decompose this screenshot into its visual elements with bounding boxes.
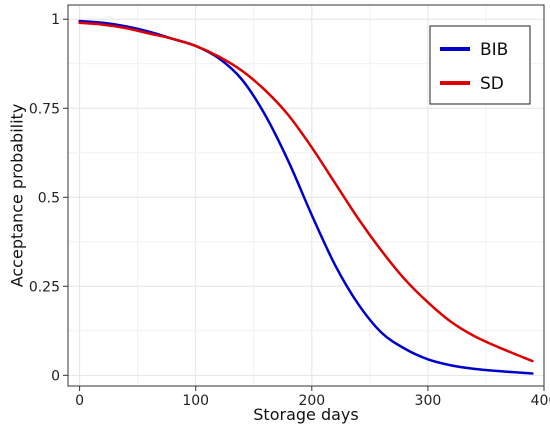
y-axis-ticks: 0 0.25 0.5 0.75 1: [29, 12, 68, 384]
x-tick-label: 400: [531, 393, 550, 409]
series-lines: [78, 19, 534, 375]
x-tick-label: 100: [182, 393, 209, 409]
y-tick-label: 0.25: [29, 279, 60, 295]
y-tick-label: 0.75: [29, 101, 60, 117]
y-tick-label: 0.5: [38, 190, 60, 206]
legend-box: [429, 25, 531, 105]
series-line-sd: [78, 21, 534, 363]
plot-area-border: [67, 4, 545, 387]
x-axis-title: Storage days: [253, 405, 358, 424]
series-line-bib: [78, 19, 534, 375]
x-tick-label: 0: [75, 393, 84, 409]
x-tick-label: 200: [298, 393, 325, 409]
legend: BIB SD: [429, 25, 531, 105]
legend-label-sd: SD: [480, 74, 504, 94]
legend-label-bib: BIB: [480, 40, 508, 60]
gridlines: [68, 5, 545, 386]
y-tick-label: 0: [51, 368, 60, 384]
x-axis-ticks: 0 100 200 300 400: [75, 386, 550, 409]
y-tick-label: 1: [51, 12, 60, 28]
y-axis-title: Acceptance probability: [8, 104, 27, 288]
x-tick-label: 300: [415, 393, 442, 409]
